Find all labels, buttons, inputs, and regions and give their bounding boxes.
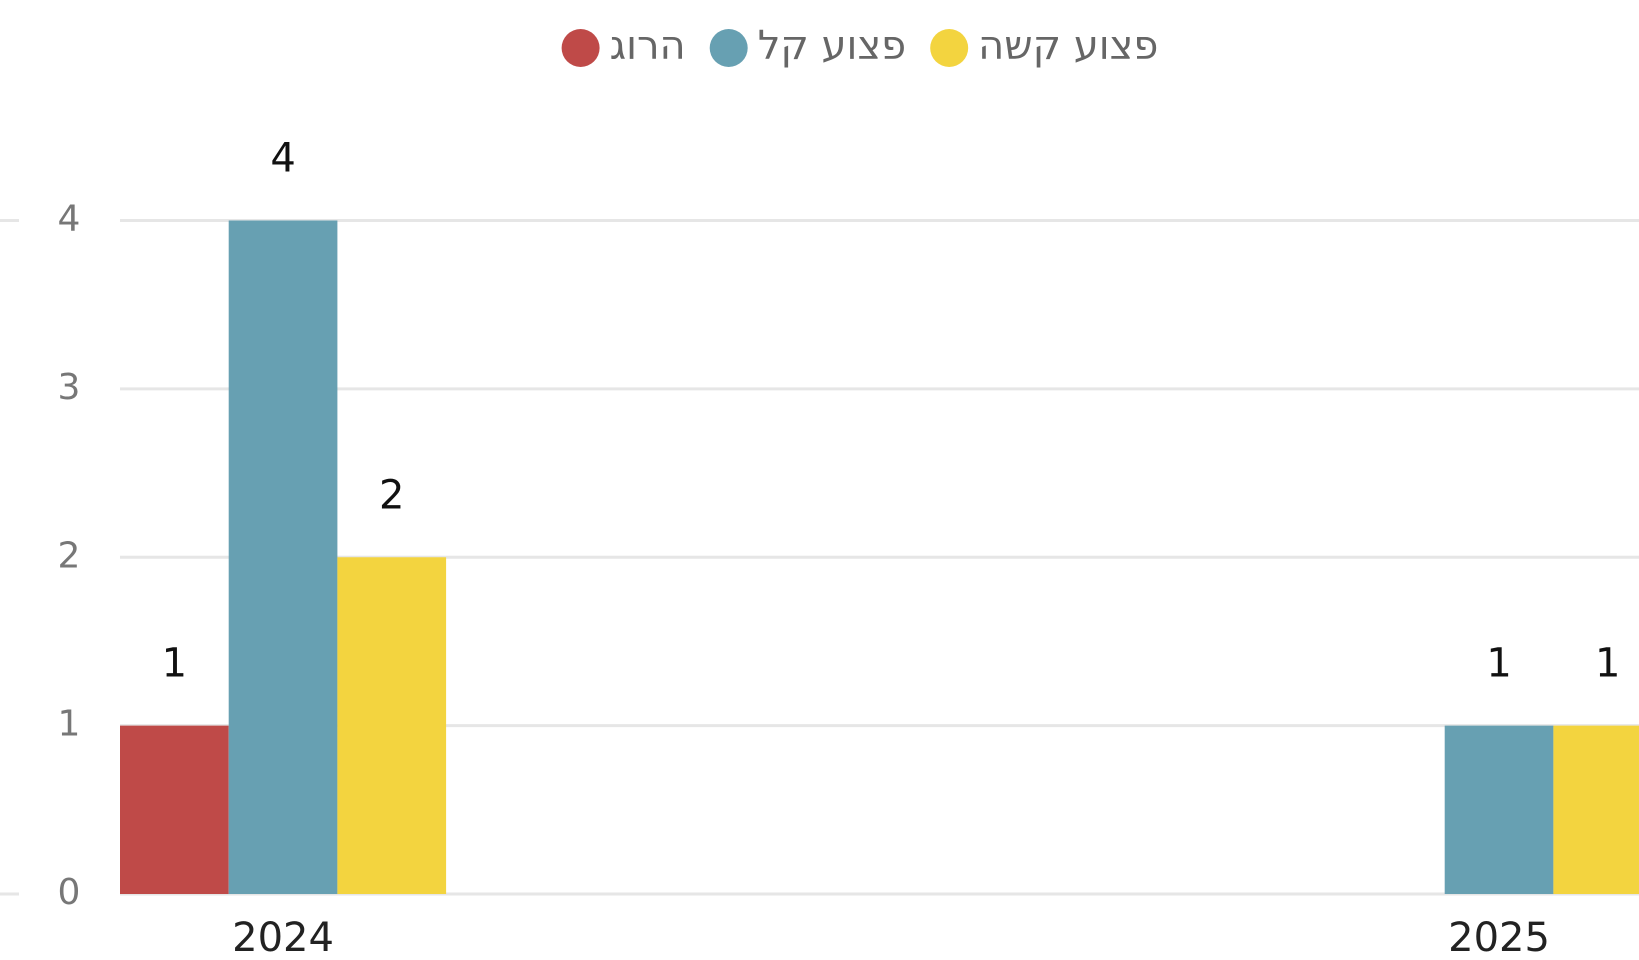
bar (120, 725, 229, 894)
legend-label: הרוג (610, 23, 686, 69)
data-label: 1 (162, 641, 187, 687)
data-label: 2 (379, 472, 404, 518)
bar (1444, 725, 1554, 894)
legend-marker (709, 29, 748, 67)
data-label: 4 (270, 136, 295, 182)
y-tick-label: 4 (58, 199, 81, 240)
y-tick-label: 2 (58, 535, 81, 576)
x-tick-label: 2024 (232, 915, 334, 960)
y-tick-label: 3 (58, 367, 81, 408)
legend-marker (561, 29, 600, 67)
legend-label: פצוע קל (758, 23, 906, 69)
legend-marker (930, 29, 969, 67)
bar (337, 557, 447, 894)
data-label: 1 (1486, 641, 1511, 687)
bar (228, 220, 338, 894)
bar (1553, 725, 1639, 894)
y-tick-label: 1 (58, 704, 81, 745)
data-label: 1 (1595, 641, 1620, 687)
y-tick-label: 0 (58, 872, 81, 913)
legend-label: פצוע קשה (978, 23, 1158, 69)
x-tick-label: 2025 (1448, 915, 1550, 960)
